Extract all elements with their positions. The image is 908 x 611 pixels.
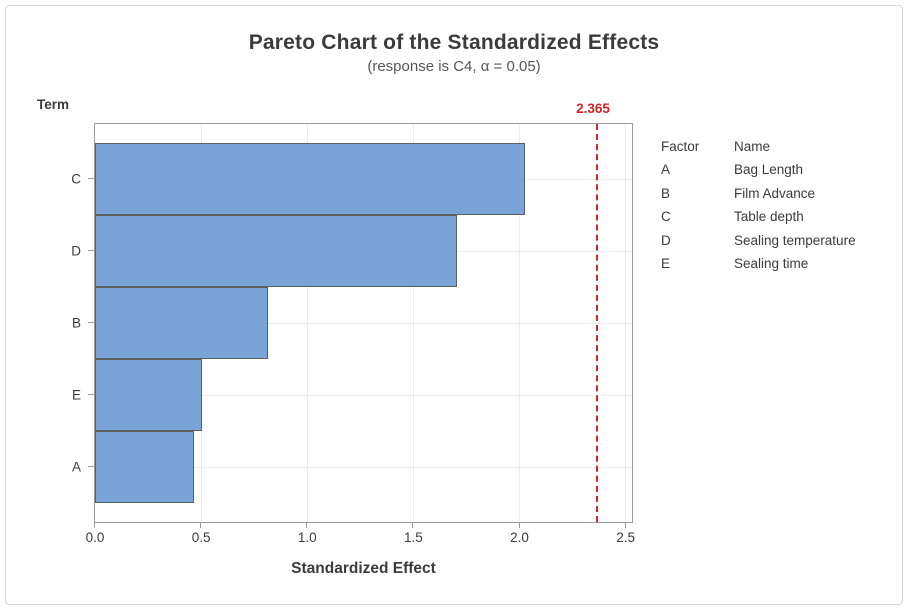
x-axis-tick	[200, 522, 202, 528]
pareto-bar	[95, 143, 525, 215]
legend-factor-name: Bag Length	[734, 162, 804, 178]
pareto-bar	[95, 215, 457, 287]
x-axis-tick	[94, 522, 95, 528]
pareto-bar	[95, 359, 203, 431]
x-tick-label: 0.5	[191, 530, 211, 545]
pareto-bar	[95, 431, 194, 503]
chart-subtitle: (response is C4, α = 0.05)	[367, 58, 541, 75]
legend-row: D Sealing temperature	[661, 229, 856, 252]
legend-rows: A Bag Length B Film Advance C Table depth D Sea…	[661, 158, 856, 275]
reference-line-label: 2.365	[576, 101, 610, 116]
y-axis-tick	[88, 394, 94, 395]
category-label: D	[71, 243, 81, 259]
y-axis-title: Term	[37, 97, 70, 112]
legend-factor-code: E	[661, 256, 671, 272]
legend-factor-code: C	[661, 209, 671, 225]
y-gridline	[95, 394, 632, 396]
legend-factor-name: Sealing temperature	[734, 232, 856, 248]
legend-row: B Film Advance	[661, 182, 856, 205]
x-axis-tick	[624, 522, 626, 528]
x-axis-tick	[306, 522, 308, 528]
plot-area	[94, 123, 633, 523]
legend-row: E Sealing time	[661, 252, 856, 275]
y-axis-tick	[88, 250, 94, 251]
y-gridline	[95, 466, 632, 468]
y-gridline	[95, 322, 632, 324]
category-label: E	[71, 387, 81, 403]
factor-legend: Factor Name A Bag Length B Film Advance C Tab…	[661, 135, 856, 275]
reference-line	[595, 124, 598, 522]
x-tick-label: 2.5	[616, 530, 636, 545]
legend-factor-name: Table depth	[734, 209, 804, 225]
y-axis-tick	[88, 466, 94, 467]
x-tick-label: 0.0	[85, 530, 105, 545]
x-axis-tick	[518, 522, 520, 528]
x-axis-title: Standardized Effect	[291, 560, 436, 577]
legend-row: C Table depth	[661, 205, 856, 228]
legend-factor-code: D	[661, 232, 671, 248]
chart-canvas: Pareto Chart of the Standardized Effects…	[5, 5, 903, 605]
legend-row: A Bag Length	[661, 158, 856, 181]
legend-factor-name: Sealing time	[734, 256, 809, 272]
x-tick-label: 2.0	[510, 530, 529, 545]
y-axis-tick	[88, 322, 94, 323]
x-tick-label: 1.5	[403, 530, 423, 545]
legend-factor-code: B	[661, 185, 671, 201]
y-axis-tick	[88, 178, 94, 179]
x-axis-tick	[412, 522, 414, 528]
category-label: C	[71, 171, 81, 187]
legend-factor-code: A	[661, 162, 671, 178]
legend-header-name: Name	[734, 139, 771, 154]
legend-header-factor: Factor	[661, 139, 700, 154]
x-tick-label: 1.0	[297, 530, 317, 545]
chart-title: Pareto Chart of the Standardized Effects	[248, 31, 660, 54]
legend-header: Factor Name	[661, 135, 856, 158]
pareto-bar	[95, 287, 268, 359]
category-label: A	[71, 459, 81, 475]
legend-factor-name: Film Advance	[734, 185, 816, 201]
category-label: B	[71, 315, 81, 331]
